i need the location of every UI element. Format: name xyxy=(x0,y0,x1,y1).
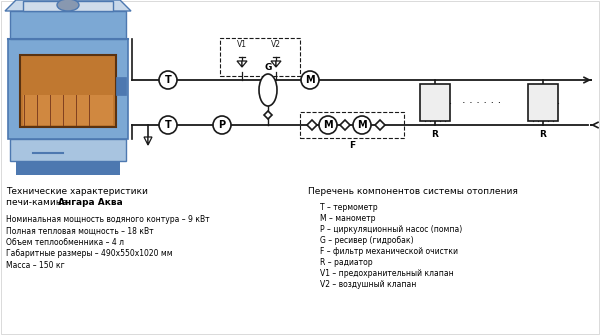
Text: Габаритные размеры – 490х550х1020 мм: Габаритные размеры – 490х550х1020 мм xyxy=(6,250,173,259)
Bar xyxy=(528,84,558,121)
Circle shape xyxy=(319,116,337,134)
Text: M: M xyxy=(323,120,333,130)
Text: V2: V2 xyxy=(271,40,281,49)
Text: R – радиатор: R – радиатор xyxy=(320,258,373,267)
Circle shape xyxy=(159,116,177,134)
Bar xyxy=(10,139,126,161)
Text: печи-камина: печи-камина xyxy=(6,198,70,207)
Bar xyxy=(23,95,113,125)
Text: T: T xyxy=(164,120,172,130)
Text: P – циркуляционный насос (помпа): P – циркуляционный насос (помпа) xyxy=(320,225,462,234)
Polygon shape xyxy=(148,137,152,145)
Polygon shape xyxy=(340,120,350,130)
Bar xyxy=(8,39,128,139)
Circle shape xyxy=(159,71,177,89)
Text: Масса – 150 кг: Масса – 150 кг xyxy=(6,261,65,270)
Text: V1: V1 xyxy=(237,40,247,49)
Text: Ангара Аква: Ангара Аква xyxy=(58,198,123,207)
Text: G – ресивер (гидробак): G – ресивер (гидробак) xyxy=(320,236,413,245)
Circle shape xyxy=(301,71,319,89)
Bar xyxy=(300,112,404,138)
Polygon shape xyxy=(276,61,281,67)
Ellipse shape xyxy=(259,74,277,106)
Polygon shape xyxy=(242,61,247,67)
Polygon shape xyxy=(5,0,131,11)
Text: Полная тепловая мощность – 18 кВт: Полная тепловая мощность – 18 кВт xyxy=(6,226,154,236)
Bar xyxy=(220,38,300,76)
Bar xyxy=(420,84,450,121)
Text: G: G xyxy=(265,63,272,72)
Text: R: R xyxy=(539,130,547,139)
Polygon shape xyxy=(271,61,276,67)
Polygon shape xyxy=(307,120,317,130)
Text: F – фильтр механической очистки: F – фильтр механической очистки xyxy=(320,247,458,256)
Text: V2 – воздушный клапан: V2 – воздушный клапан xyxy=(320,280,416,289)
Text: Номинальная мощность водяного контура – 9 кВт: Номинальная мощность водяного контура – … xyxy=(6,215,209,224)
Bar xyxy=(23,1,113,11)
Bar xyxy=(10,11,126,39)
Text: · · · · · ·: · · · · · · xyxy=(463,97,502,108)
Circle shape xyxy=(353,116,371,134)
Polygon shape xyxy=(375,120,385,130)
Polygon shape xyxy=(237,61,242,67)
Text: Перечень компонентов системы отопления: Перечень компонентов системы отопления xyxy=(308,187,518,196)
Text: T – термометр: T – термометр xyxy=(320,203,377,212)
Text: T: T xyxy=(164,75,172,85)
Bar xyxy=(16,161,120,175)
Text: M: M xyxy=(357,120,367,130)
Text: R: R xyxy=(431,130,439,139)
Bar xyxy=(116,77,126,95)
Polygon shape xyxy=(144,137,148,145)
Text: M – манометр: M – манометр xyxy=(320,214,376,223)
Circle shape xyxy=(213,116,231,134)
Text: Технические характеристики: Технические характеристики xyxy=(6,187,148,196)
Polygon shape xyxy=(264,111,272,119)
Text: Объем теплообменника – 4 л: Объем теплообменника – 4 л xyxy=(6,238,124,247)
Text: M: M xyxy=(305,75,315,85)
Text: F: F xyxy=(349,141,355,150)
Bar xyxy=(20,55,116,127)
Text: V1 – предохранительный клапан: V1 – предохранительный клапан xyxy=(320,269,454,278)
Text: P: P xyxy=(218,120,226,130)
Ellipse shape xyxy=(57,0,79,11)
